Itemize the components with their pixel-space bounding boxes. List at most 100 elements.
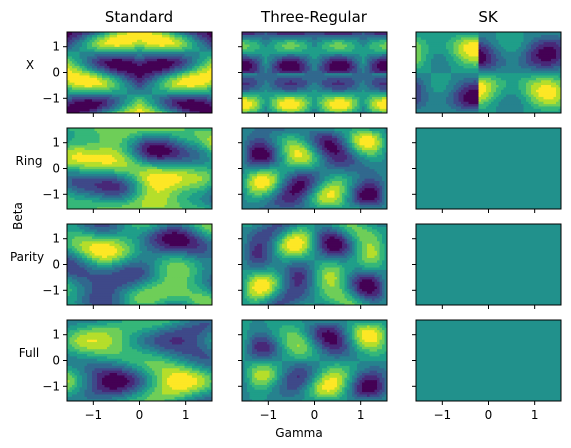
heatmap-cell [122, 77, 126, 81]
heatmap-cell [259, 82, 263, 86]
heatmap-cell [359, 34, 363, 38]
heatmap-cell [132, 48, 136, 52]
heatmap-cell [307, 105, 311, 109]
heatmap-cell [423, 72, 427, 76]
heatmap-cell [289, 72, 293, 76]
heatmap-cell [104, 110, 108, 113]
heatmap-cell [157, 103, 161, 107]
heatmap-cell [418, 79, 422, 83]
heatmap-cell [94, 103, 98, 107]
heatmap-cell [327, 93, 331, 97]
heatmap-cell [299, 55, 303, 59]
heatmap-cell [523, 79, 527, 83]
heatmap-cell [488, 82, 492, 86]
heatmap-cell [99, 39, 103, 43]
heatmap-cell [461, 74, 465, 78]
heatmap-cell [204, 93, 208, 97]
heatmap-cell [352, 62, 356, 66]
heatmap-cell [72, 36, 76, 40]
heatmap-cell [137, 110, 141, 113]
heatmap-cell [99, 98, 103, 102]
heatmap-cell [377, 96, 381, 100]
heatmap-cell [184, 96, 188, 100]
heatmap-cell [377, 51, 381, 55]
heatmap-cell [164, 53, 168, 57]
heatmap-cell [314, 103, 318, 107]
heatmap-cell [77, 98, 81, 102]
heatmap-cell [249, 48, 253, 52]
heatmap-cell [518, 89, 522, 93]
heatmap-cell [558, 72, 561, 76]
heatmap-cell [307, 48, 311, 52]
heatmap-cell [177, 89, 181, 93]
heatmap-cell [154, 39, 158, 43]
heatmap-cell [339, 79, 343, 83]
heatmap-cell [107, 103, 111, 107]
heatmap-cell [187, 105, 191, 109]
heatmap-cell [367, 101, 371, 105]
heatmap-cell [317, 89, 321, 93]
heatmap-cell [374, 79, 378, 83]
heatmap-cell [189, 65, 193, 69]
heatmap-cell [184, 86, 188, 90]
heatmap-cell [262, 41, 266, 45]
heatmap-cell [274, 98, 278, 102]
heatmap-cell [359, 93, 363, 97]
heatmap-cell [428, 108, 432, 112]
heatmap-cell [382, 72, 386, 76]
heatmap-cell [332, 93, 336, 97]
heatmap-cell [377, 86, 381, 90]
heatmap-cell [162, 86, 166, 90]
heatmap-cell [184, 62, 188, 66]
heatmap-cell [127, 98, 131, 102]
heatmap-cell [314, 36, 318, 40]
heatmap-cell [272, 41, 276, 45]
heatmap-cell [416, 77, 420, 81]
heatmap-cell [192, 84, 196, 88]
heatmap-cell [493, 89, 497, 93]
heatmap-cell [84, 53, 88, 57]
heatmap-cell [359, 98, 363, 102]
heatmap-cell [279, 58, 283, 62]
heatmap-cell [249, 70, 253, 74]
heatmap-cell [257, 36, 261, 40]
heatmap-cell [302, 72, 306, 76]
heatmap-cell [533, 101, 537, 105]
heatmap-cell [287, 62, 291, 66]
heatmap-cell [377, 62, 381, 66]
heatmap-cell [119, 108, 123, 112]
heatmap-cell [194, 110, 198, 113]
heatmap-cell [461, 77, 465, 81]
heatmap-cell [349, 91, 353, 95]
heatmap-cell [149, 34, 153, 38]
heatmap-cell [294, 53, 298, 57]
heatmap-cell [114, 91, 118, 95]
heatmap-cell [142, 108, 146, 112]
heatmap-cell [67, 89, 71, 93]
heatmap-cell [197, 98, 201, 102]
heatmap-cell [164, 43, 168, 47]
heatmap-cell [483, 77, 487, 81]
heatmap-cell [254, 110, 258, 113]
heatmap-cell [192, 96, 196, 100]
heatmap-cell [332, 96, 336, 100]
heatmap-cell [421, 89, 425, 93]
heatmap-cell [154, 65, 158, 69]
heatmap-cell [244, 86, 248, 90]
heatmap-cell [124, 74, 128, 78]
heatmap-cell [242, 39, 246, 43]
heatmap-cell [526, 89, 530, 93]
heatmap-cell [272, 55, 276, 59]
heatmap-cell [162, 89, 166, 93]
heatmap-cell [438, 110, 442, 113]
heatmap-cell [269, 46, 273, 50]
heatmap-cell [541, 79, 545, 83]
heatmap-cell [79, 105, 83, 109]
heatmap-cell [327, 79, 331, 83]
heatmap-cell [337, 58, 341, 62]
heatmap-cell [548, 79, 552, 83]
heatmap-cell [516, 98, 520, 102]
heatmap-cell [329, 41, 333, 45]
heatmap-cell [352, 55, 356, 59]
heatmap-cell [182, 91, 186, 95]
